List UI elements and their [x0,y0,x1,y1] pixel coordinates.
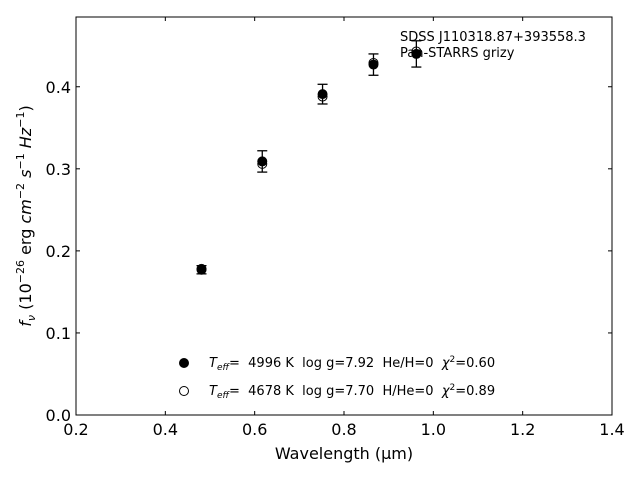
legend-2-chi-sup: 2 [450,383,456,393]
y-tick-label: 0.3 [46,160,71,179]
observed-point [368,59,379,70]
legend-1-teff: T [209,356,218,371]
data-marks [196,40,422,275]
legend-1-teff-sub: eff [217,363,231,373]
legend-entry-2: Teff= 4678 K log g=7.70 H/He=0 χ2=0.89 [209,383,495,401]
legend-1-chi-sup: 2 [450,355,456,365]
legend-2-text: = 4678 K log g=7.70 H/He=0 [229,384,442,399]
observed-point [257,156,268,167]
legend: Teff= 4996 K log g=7.92 He/H=0 χ2=0.60 T… [179,355,495,401]
y-tick-label: 0.4 [46,78,71,97]
legend-marker-filled [179,358,189,368]
x-axis-label: Wavelength (μm) [275,444,413,463]
x-tick-label: 1.2 [510,420,535,439]
x-tick-label: 0.6 [242,420,267,439]
legend-marker-open [179,386,189,396]
legend-2-teff-sub: eff [217,391,231,401]
observed-point [196,264,207,275]
y-tick-label: 0.0 [46,406,71,425]
x-tick-label: 1.0 [421,420,446,439]
y-tick-label: 0.1 [46,324,71,343]
legend-2-chi-val: =0.89 [455,384,495,399]
observed-point [411,48,422,59]
axis-ticks: 0.2 0.4 0.6 0.8 1.0 1.2 1.4 0.0 0.1 0.2 0.3 0.4 [46,17,625,439]
y-axis-label: fν (10−26 erg cm−2 s−1 Hz−1) [14,105,38,326]
y-tick-label: 0.2 [46,242,71,261]
x-tick-label: 0.4 [153,420,178,439]
legend-2-chi: χ [441,384,451,399]
observed-point [317,89,328,100]
annotation: SDSS J110318.87+393558.3 Pan-STARRS griz… [400,30,586,61]
legend-entry-1: Teff= 4996 K log g=7.92 He/H=0 χ2=0.60 [209,355,495,373]
annotation-line-1: SDSS J110318.87+393558.3 [400,30,586,45]
legend-1-text: = 4996 K log g=7.92 He/H=0 [229,356,442,371]
x-tick-label: 0.2 [63,420,88,439]
x-tick-label: 0.8 [331,420,356,439]
x-tick-label: 1.4 [599,420,624,439]
legend-1-chi-val: =0.60 [455,356,495,371]
annotation-line-2: Pan-STARRS grizy [400,46,515,61]
legend-1-chi: χ [441,356,451,371]
legend-2-teff: T [209,384,218,399]
